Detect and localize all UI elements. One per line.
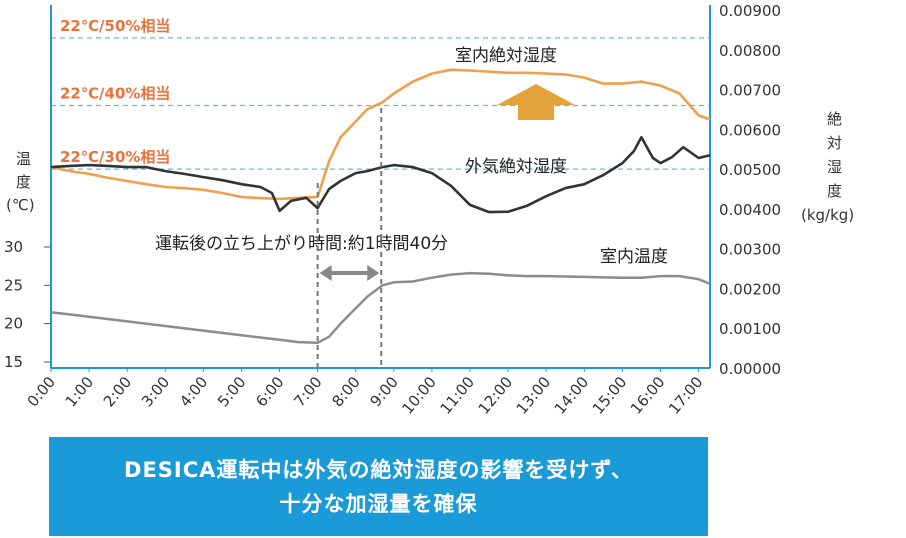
label-indoor-temp: 室内温度 bbox=[600, 247, 668, 267]
right-tick-label-9: 0.00000 bbox=[719, 360, 781, 378]
left-axis-label-part-0: 温 bbox=[16, 150, 31, 168]
right-tick-label-0: 0.00900 bbox=[719, 2, 781, 20]
label-outdoor-abs-humidity: 外気絶対湿度 bbox=[465, 157, 567, 177]
reference-label-2: 22℃/30%相当 bbox=[60, 148, 170, 166]
x-tick-label-14: 14:00 bbox=[551, 373, 593, 418]
rise-arrow-left-head bbox=[319, 265, 332, 281]
series-lines bbox=[50, 68, 711, 345]
x-tick-label-4: 4:00 bbox=[176, 373, 211, 410]
reference-label-1: 22℃/40%相当 bbox=[60, 84, 170, 102]
x-tick-label-2: 2:00 bbox=[100, 373, 135, 410]
axes bbox=[50, 5, 711, 369]
right-axis-label-part-4: (kg/kg) bbox=[801, 206, 854, 224]
up-arrow-icon bbox=[497, 84, 575, 120]
reference-label-0: 22℃/50%相当 bbox=[60, 17, 170, 35]
right-axis-label-part-2: 湿 bbox=[827, 158, 842, 176]
x-tick-label-5: 5:00 bbox=[214, 373, 249, 410]
left-tick-label-2: 20 bbox=[4, 315, 23, 333]
x-tick-label-15: 15:00 bbox=[589, 373, 631, 418]
series-line-1 bbox=[50, 136, 711, 214]
series-line-2 bbox=[50, 271, 711, 345]
x-tick-label-17: 17:00 bbox=[665, 373, 707, 418]
summary-banner: DESICA運転中は外気の絶対湿度の影響を受けず、 十分な加湿量を確保 bbox=[49, 437, 708, 536]
right-tick-label-4: 0.00500 bbox=[719, 161, 781, 179]
x-tick-label-9: 9:00 bbox=[366, 373, 401, 410]
right-tick-label-8: 0.00100 bbox=[719, 320, 781, 338]
x-tick-label-6: 6:00 bbox=[252, 373, 287, 410]
rise-arrow-right-head bbox=[367, 265, 380, 281]
left-axis-label: 温度 (℃) bbox=[6, 150, 35, 214]
right-tick-label-1: 0.00800 bbox=[719, 42, 781, 60]
right-axis-label-part-0: 絶 bbox=[827, 110, 842, 128]
x-tick-label-11: 11:00 bbox=[437, 373, 479, 418]
label-rise-time: 運転後の立ち上がり時間:約1時間40分 bbox=[155, 234, 448, 254]
x-tick-label-3: 3:00 bbox=[138, 373, 173, 410]
right-tick-label-5: 0.00400 bbox=[719, 201, 781, 219]
x-tick-label-8: 8:00 bbox=[328, 373, 363, 410]
left-tick-label-1: 25 bbox=[4, 276, 23, 294]
left-axis-label-part-2: (℃) bbox=[6, 196, 35, 214]
right-axis-label-part-3: 度 bbox=[827, 182, 842, 200]
x-tick-label-12: 12:00 bbox=[475, 373, 517, 418]
right-axis-label: 絶対湿度 (kg/kg) bbox=[801, 110, 854, 224]
x-tick-label-7: 7:00 bbox=[290, 373, 325, 410]
x-tick-label-10: 10:00 bbox=[398, 373, 440, 418]
left-axis-ticks: 30 25 20 15 bbox=[4, 238, 50, 371]
right-tick-label-2: 0.00700 bbox=[719, 82, 781, 100]
x-tick-label-0: 0:00 bbox=[24, 373, 59, 410]
banner-line-2: 十分な加湿量を確保 bbox=[279, 491, 478, 516]
x-tick-labels: 0:00 1:00 2:00 3:00 4:00 5:00 6:00 7:00 8:00 9:00… bbox=[24, 368, 707, 418]
x-tick-label-1: 1:00 bbox=[62, 373, 97, 410]
annotations: 室内絶対湿度 外気絶対湿度 室内温度 運転後の立ち上がり時間:約1時間40分 bbox=[155, 46, 668, 368]
humidity-temperature-chart: 22℃/50%相当 22℃/40%相当 22℃/30%相当 0:00 1:00 2:00… bbox=[4, 2, 854, 418]
left-tick-label-3: 15 bbox=[4, 353, 23, 371]
left-axis-label-part-1: 度 bbox=[16, 173, 31, 191]
label-indoor-abs-humidity: 室内絶対湿度 bbox=[455, 46, 557, 66]
right-tick-label-7: 0.00200 bbox=[719, 280, 781, 298]
x-tick-label-16: 16:00 bbox=[627, 373, 669, 418]
right-axis-label-part-1: 対 bbox=[827, 134, 842, 152]
banner-line-1: DESICA運転中は外気の絶対湿度の影響を受けず、 bbox=[124, 457, 633, 482]
x-tick-label-13: 13:00 bbox=[513, 373, 555, 418]
series-line-0 bbox=[50, 68, 711, 201]
reference-lines: 22℃/50%相当 22℃/40%相当 22℃/30%相当 bbox=[51, 17, 710, 170]
right-tick-label-6: 0.00300 bbox=[719, 241, 781, 259]
left-tick-label-0: 30 bbox=[4, 238, 23, 256]
right-tick-label-3: 0.00600 bbox=[719, 121, 781, 139]
right-axis-ticks: 0.00900 0.00800 0.00700 0.00600 0.00500 0.004… bbox=[719, 2, 781, 378]
